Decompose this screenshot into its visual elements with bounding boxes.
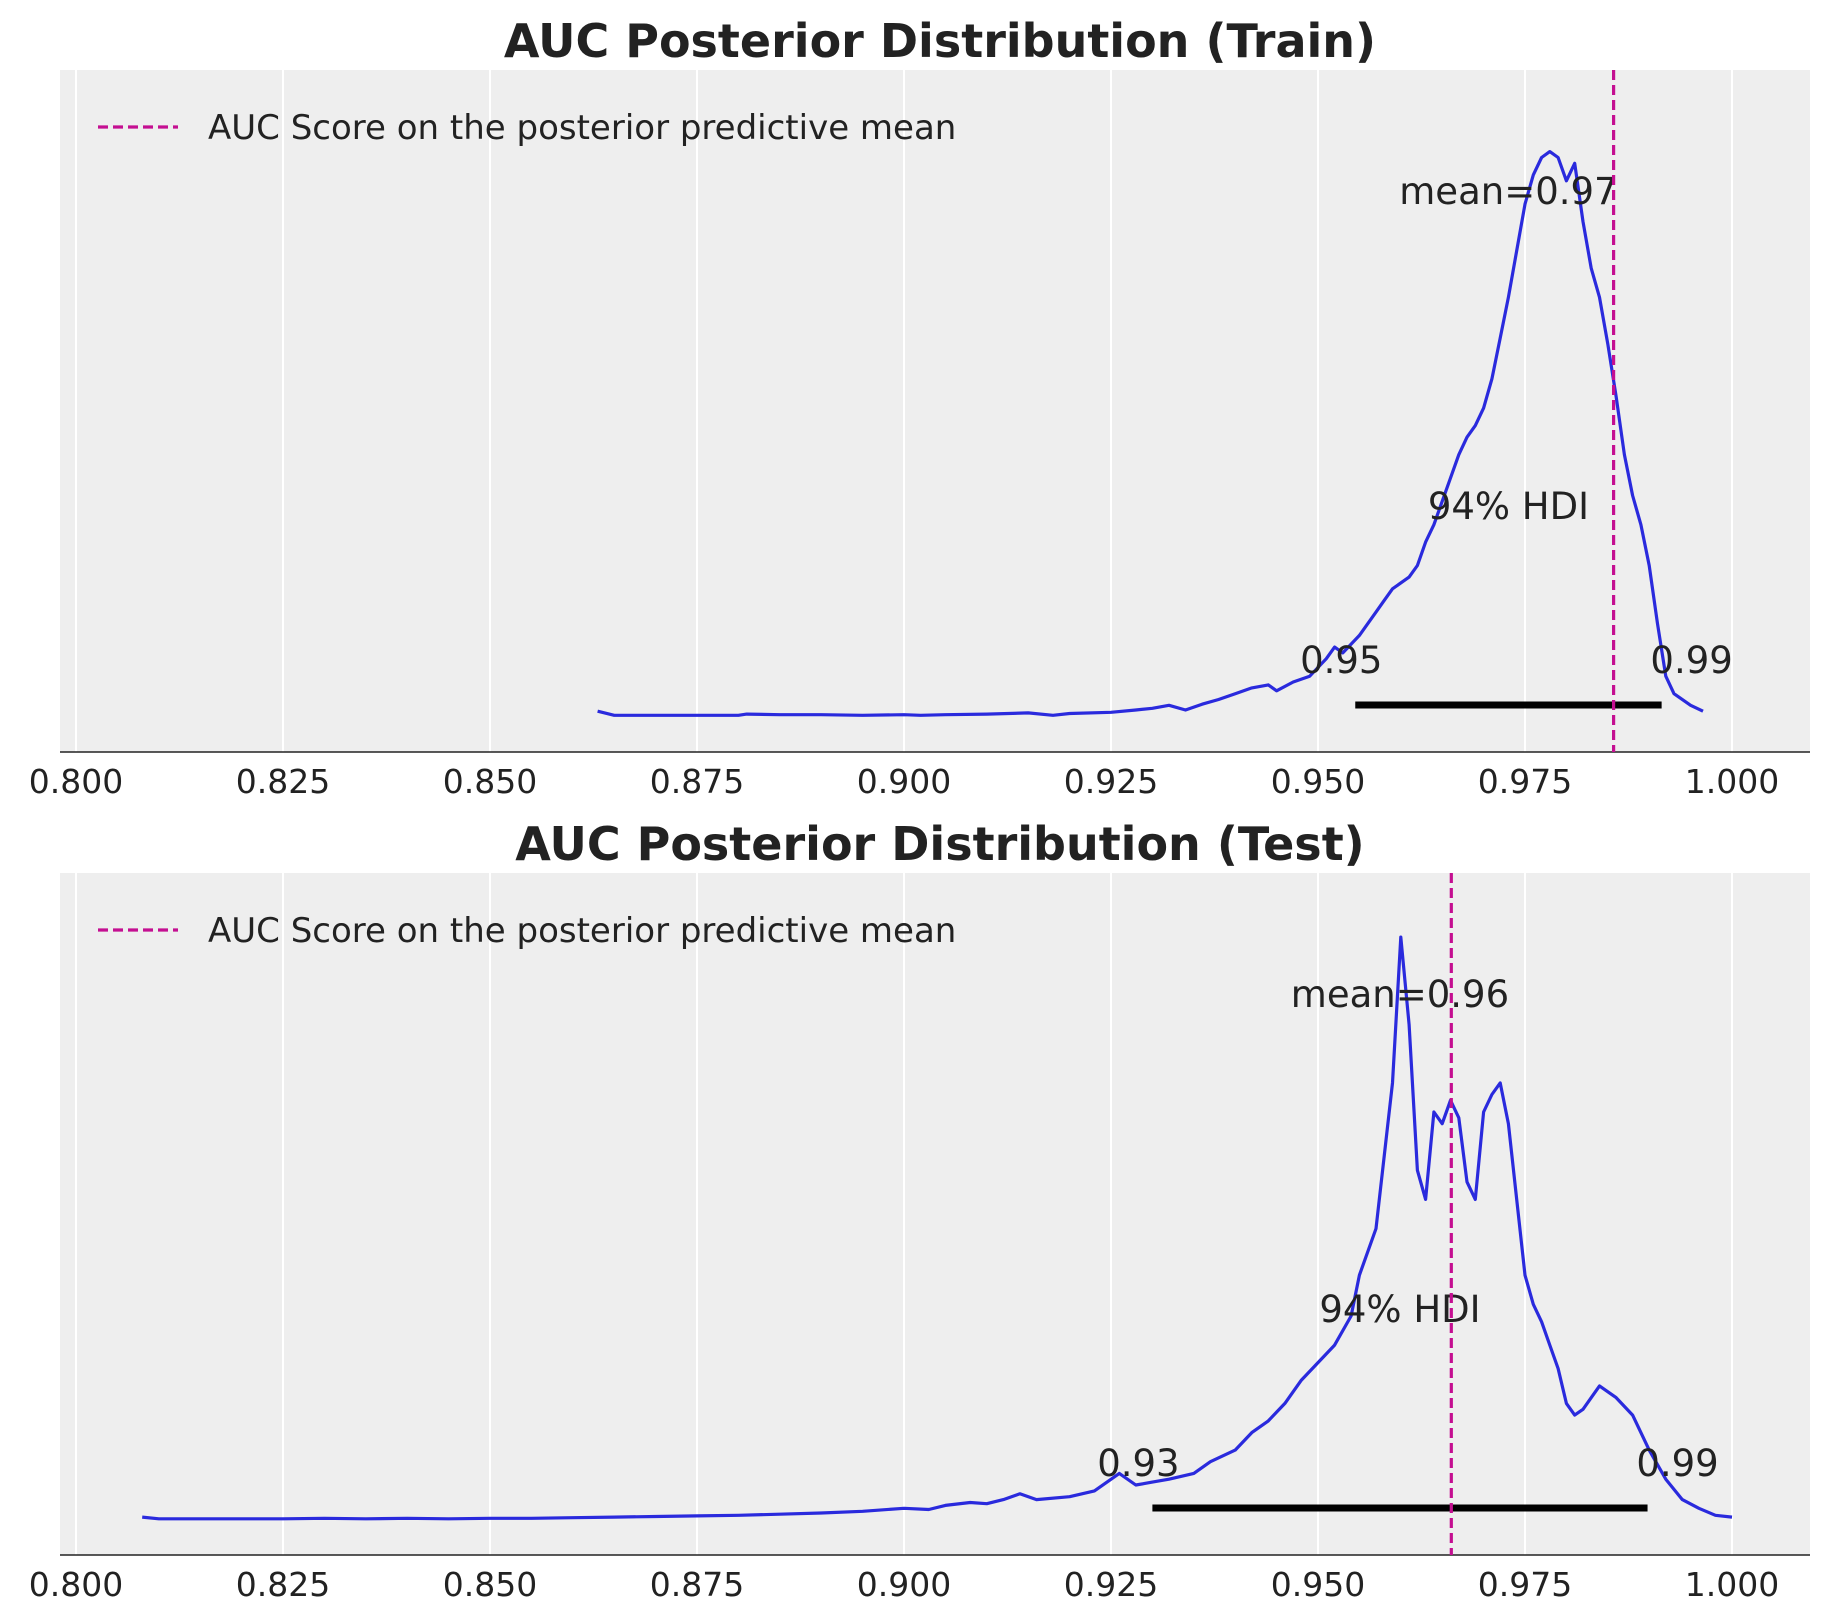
hdi-low-label: 0.95	[1300, 639, 1382, 682]
density-curve	[142, 935, 1733, 1521]
x-tick-label: 0.875	[650, 1565, 744, 1604]
x-tick-label: 0.975	[1478, 1565, 1572, 1604]
x-tick-label: 0.800	[29, 1565, 123, 1604]
x-tick-label: 0.900	[857, 1565, 951, 1604]
x-tick-label: 0.800	[29, 762, 123, 801]
mean-label: mean=0.97	[1399, 170, 1617, 213]
chart-panel-2: 0.800 0.825 0.850 0.875 0.900 0.925 0.950 0.975…	[29, 817, 1810, 1604]
x-tick-label: 0.825	[236, 762, 330, 801]
hdi-high-label: 0.99	[1650, 639, 1732, 682]
plot-background	[60, 873, 1810, 1555]
density-curve	[597, 150, 1704, 717]
plot-background	[60, 70, 1810, 752]
hdi-high-label: 0.99	[1636, 1442, 1718, 1485]
x-tick-label: 0.850	[443, 762, 537, 801]
chart-title: AUC Posterior Distribution (Test)	[515, 817, 1364, 871]
x-tick-label: 1.000	[1685, 762, 1779, 801]
x-tick-label: 0.950	[1271, 762, 1365, 801]
chart-panel-1: 0.800 0.825 0.850 0.875 0.900 0.925 0.950 0.975…	[29, 14, 1810, 801]
x-tick-label: 0.900	[857, 762, 951, 801]
x-tick-label: 0.825	[236, 1565, 330, 1604]
mean-label: mean=0.96	[1291, 973, 1509, 1016]
x-tick-label: 0.975	[1478, 762, 1572, 801]
x-tick-label: 0.950	[1271, 1565, 1365, 1604]
hdi-low-label: 0.93	[1097, 1442, 1179, 1485]
x-tick-label: 0.850	[443, 1565, 537, 1604]
x-tick-label: 0.875	[650, 762, 744, 801]
legend-label: AUC Score on the posterior predictive me…	[208, 911, 956, 951]
x-tick-label: 0.925	[1064, 762, 1158, 801]
x-tick-label: 1.000	[1685, 1565, 1779, 1604]
hdi-label: 94% HDI	[1428, 485, 1589, 528]
chart-title: AUC Posterior Distribution (Train)	[504, 14, 1376, 68]
hdi-label: 94% HDI	[1319, 1288, 1480, 1331]
x-tick-label: 0.925	[1064, 1565, 1158, 1604]
legend-label: AUC Score on the posterior predictive me…	[208, 108, 956, 148]
